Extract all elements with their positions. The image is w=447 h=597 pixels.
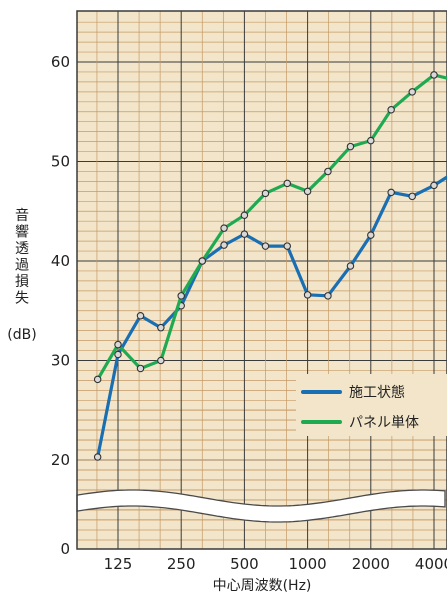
data-point-series-2 — [220, 224, 228, 232]
data-point-series-1 — [93, 453, 102, 461]
x-tick-label: 125 — [104, 555, 133, 573]
y-axis-title: 音響透過損失 — [15, 207, 29, 307]
grid — [77, 11, 447, 549]
data-point-series-1 — [136, 311, 145, 320]
y-tick-labels: 0 20 30 40 50 60 — [51, 53, 70, 558]
y-tick-label: 20 — [51, 451, 70, 469]
data-point-series-1 — [220, 241, 228, 249]
y-tick-label: 40 — [51, 252, 70, 270]
data-point-series-1 — [157, 323, 165, 332]
x-tick-label: 2000 — [352, 555, 390, 573]
data-point-series-2 — [430, 71, 438, 79]
data-point-series-2 — [177, 292, 185, 300]
data-point-series-2 — [367, 136, 375, 145]
data-point-series-1 — [367, 231, 375, 239]
data-point-series-2 — [261, 189, 270, 198]
data-point-series-2 — [408, 88, 416, 96]
x-tick-label: 250 — [167, 555, 196, 573]
data-point-series-1 — [261, 242, 270, 250]
data-point-series-2 — [240, 211, 249, 219]
y-axis-title-char: 透 — [15, 241, 29, 257]
data-point-series-2 — [114, 340, 122, 349]
x-tick-labels: 125 250 500 1000 2000 4000 — [104, 555, 447, 573]
data-point-series-1 — [303, 291, 312, 299]
data-point-series-1 — [430, 181, 438, 190]
data-point-series-2 — [93, 375, 102, 384]
data-point-series-1 — [114, 350, 122, 359]
axis-break — [76, 489, 446, 523]
x-tick-label: 500 — [230, 555, 259, 573]
plot-frame — [76, 10, 447, 550]
data-point-series-2 — [157, 356, 165, 365]
legend-label-series-1: 施工状態 — [349, 385, 405, 401]
data-point-series-1 — [387, 188, 395, 197]
legend-box — [296, 374, 447, 436]
y-tick-label: 60 — [51, 53, 70, 71]
y-axis-unit: (dB) — [7, 327, 36, 343]
x-axis-title: 中心周波数(Hz) — [213, 578, 312, 594]
data-point-series-1 — [240, 230, 249, 238]
data-point-series-1 — [324, 292, 332, 300]
y-tick-label: 30 — [51, 352, 70, 370]
data-point-series-2 — [136, 364, 145, 373]
y-axis-title-char: 音 — [15, 207, 29, 224]
x-tick-label: 4000 — [415, 555, 447, 573]
data-point-series-1 — [346, 262, 355, 270]
data-point-series-2 — [303, 187, 312, 196]
data-point-series-2 — [324, 167, 332, 176]
y-tick-label: 0 — [60, 540, 70, 558]
data-point-series-1 — [283, 242, 292, 250]
x-tick-label: 1000 — [289, 555, 327, 573]
legend-label-series-2: パネル単体 — [349, 415, 419, 431]
data-point-series-2 — [346, 142, 355, 151]
plot-background — [77, 11, 447, 549]
legend: 施工状態 パネル単体 — [296, 374, 447, 436]
data-point-series-2 — [198, 257, 207, 265]
y-axis-title-char: 過 — [15, 258, 29, 274]
y-axis-title-char: 響 — [15, 224, 29, 241]
series-layer — [93, 71, 447, 461]
y-axis-title-char: 失 — [15, 291, 29, 307]
y-tick-label: 50 — [51, 153, 70, 171]
y-axis-title-char: 損 — [15, 274, 29, 290]
data-point-series-2 — [387, 106, 395, 114]
data-point-series-2 — [283, 179, 292, 188]
data-point-series-1 — [408, 192, 416, 201]
